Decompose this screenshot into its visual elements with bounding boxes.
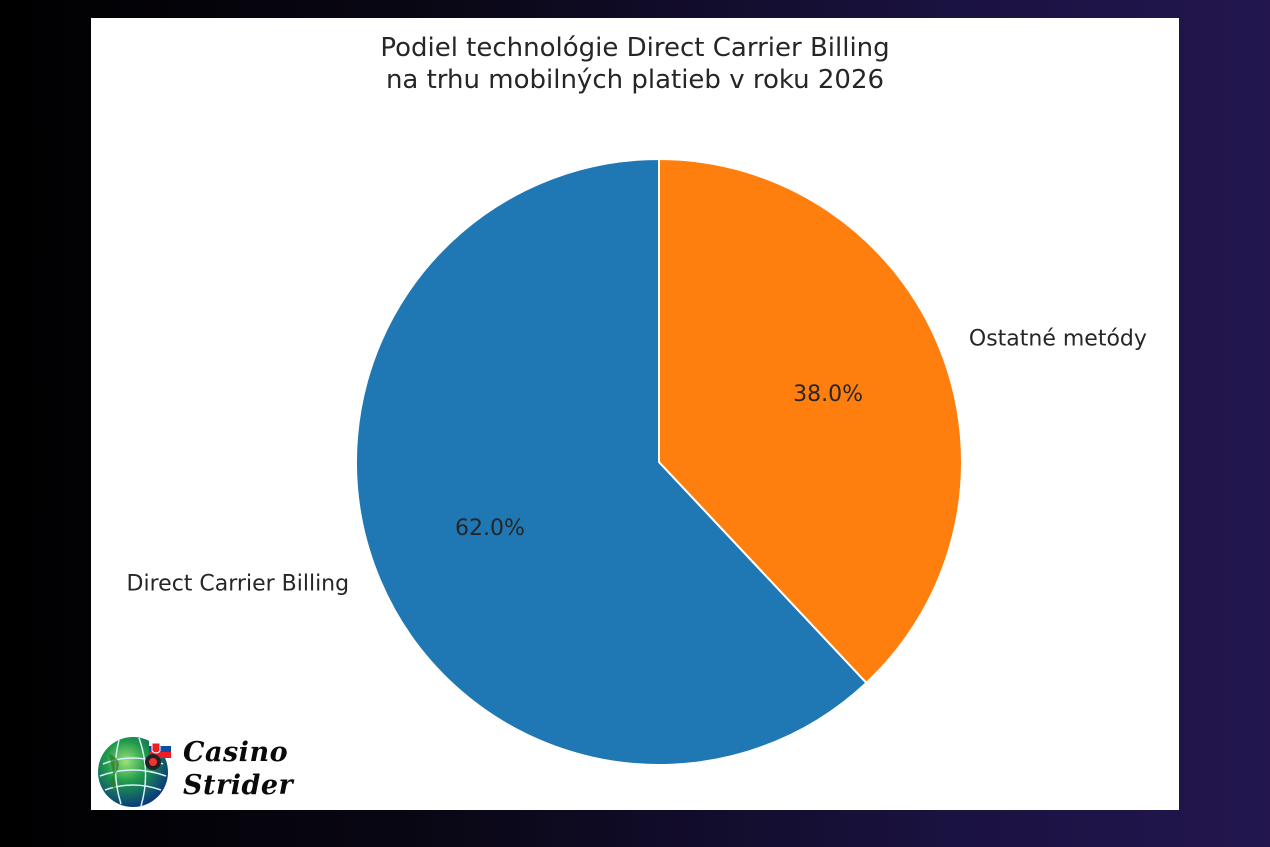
pie-slice-ostatne-metody (658, 157, 963, 685)
slovak-flag-icon (149, 740, 171, 758)
logo-text-line-2: Strider (183, 770, 294, 801)
chart-title-line-1: Podiel technológie Direct Carrier Billin… (380, 33, 890, 63)
pie-slice-direct-carrier-billing (355, 157, 868, 766)
casino-strider-logo: Casino Strider (95, 734, 305, 807)
category-label-ostatne-metody: Ostatné metódy (969, 326, 1147, 351)
globe-icon (98, 737, 171, 807)
percent-label-direct-carrier-billing: 62.0% (455, 516, 525, 541)
chart-title-line-2: na trhu mobilných platieb v roku 2026 (385, 65, 885, 95)
category-label-direct-carrier-billing: Direct Carrier Billing (127, 572, 350, 597)
pie-chart: 62.0% Direct Carrier Billing 38.0% Ostatné … (127, 157, 1147, 766)
logo-text: Casino Strider (183, 736, 293, 802)
chart-title: Podiel technológie Direct Carrier Billin… (91, 32, 1179, 96)
percent-label-ostatne-metody: 38.0% (793, 382, 863, 407)
chart-panel: Podiel technológie Direct Carrier Billin… (91, 18, 1179, 810)
logo-text-line-1: Casino (183, 737, 289, 768)
